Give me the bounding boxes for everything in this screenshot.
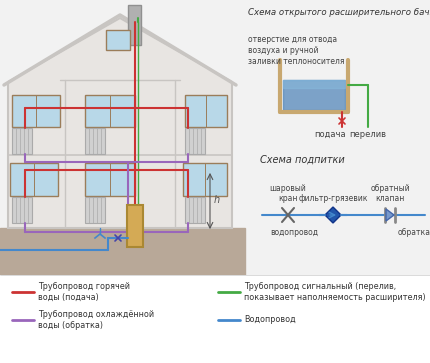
Bar <box>10 163 58 196</box>
Bar <box>85 128 105 154</box>
Bar <box>185 95 227 127</box>
Bar <box>106 30 130 50</box>
Bar <box>0 275 430 363</box>
Bar <box>283 80 345 88</box>
Text: Трубопровод горячей
воды (подача): Трубопровод горячей воды (подача) <box>38 282 130 302</box>
Text: Трубопровод сигнальный (перелив,
показывает наполняемость расширителя): Трубопровод сигнальный (перелив, показыв… <box>244 282 426 302</box>
Text: обратка: обратка <box>398 228 430 237</box>
Text: h: h <box>214 195 220 205</box>
Text: фильтр-грязевик: фильтр-грязевик <box>298 194 368 203</box>
Text: обратный
клапан: обратный клапан <box>370 184 410 203</box>
Polygon shape <box>386 209 394 221</box>
Bar <box>0 228 245 278</box>
Text: водопровод: водопровод <box>270 228 318 237</box>
Text: Схема подпитки: Схема подпитки <box>260 155 345 165</box>
Bar <box>12 197 32 223</box>
Bar <box>12 95 60 127</box>
Bar <box>283 80 345 110</box>
Text: Водопровод: Водопровод <box>244 315 296 325</box>
Bar <box>85 163 135 196</box>
Bar <box>183 163 227 196</box>
Text: Трубопровод охлаждённой
воды (обратка): Трубопровод охлаждённой воды (обратка) <box>38 310 154 330</box>
Bar <box>85 95 135 127</box>
Text: шаровый
кран: шаровый кран <box>270 184 306 203</box>
Bar <box>185 197 205 223</box>
Polygon shape <box>8 18 232 228</box>
Text: Схема открытого расширительного бачка: Схема открытого расширительного бачка <box>248 8 430 17</box>
Text: перелив: перелив <box>350 130 387 139</box>
Bar <box>127 205 143 247</box>
Polygon shape <box>325 207 341 223</box>
Bar <box>185 128 205 154</box>
Text: подача: подача <box>314 130 346 139</box>
Bar <box>12 128 32 154</box>
Bar <box>128 5 141 45</box>
Text: отверстие для отвода
воздуха и ручной
заливки теплоносителя: отверстие для отвода воздуха и ручной за… <box>248 35 344 66</box>
Bar <box>85 197 105 223</box>
